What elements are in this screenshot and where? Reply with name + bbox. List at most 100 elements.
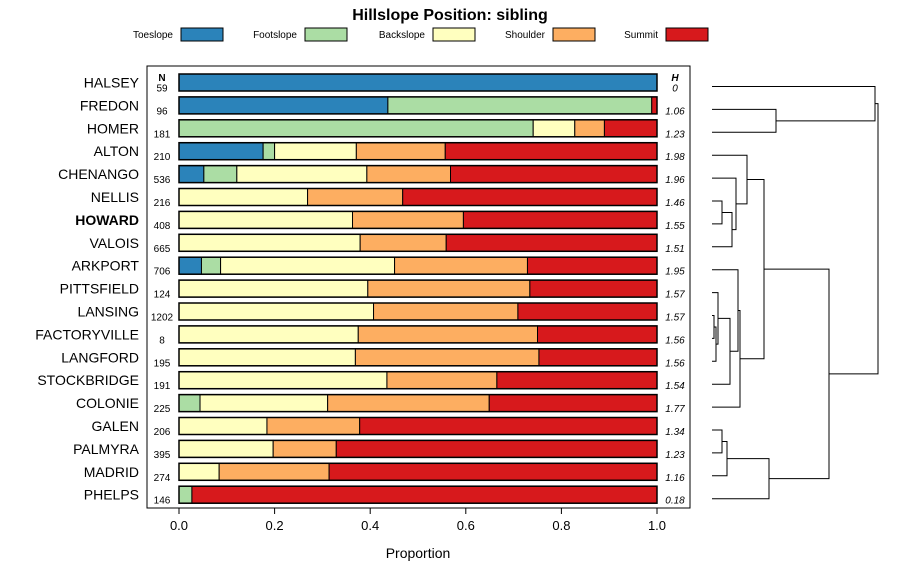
bar-segment (366, 165, 452, 184)
row-label: LANSING (78, 304, 139, 320)
bar-outline (178, 256, 658, 275)
h-value: 1.98 (665, 152, 685, 163)
n-value: 225 (154, 404, 171, 415)
chart-title: Hillslope Position: sibling (352, 7, 548, 24)
h-column-header: H (671, 73, 679, 84)
h-value: 0 (672, 84, 678, 95)
bar-outline (178, 348, 658, 367)
row-label: ALTON (94, 143, 139, 159)
bar-segment (178, 279, 369, 298)
bar-segment (178, 371, 388, 390)
bar-outline (178, 416, 658, 436)
row-label: ARKPORT (72, 258, 140, 274)
bar-segment (327, 394, 490, 413)
n-value: 206 (154, 427, 171, 438)
bar-segment (462, 210, 658, 229)
bar-outline (178, 187, 658, 207)
dendrogram-branch (712, 154, 748, 205)
row-label: HOWARD (75, 212, 139, 228)
bar-segment (357, 325, 538, 344)
n-value: 216 (154, 198, 171, 209)
bar-segment (335, 439, 658, 458)
bar-segment (178, 325, 359, 344)
bar-segment (445, 233, 658, 252)
h-value: 1.57 (665, 290, 685, 301)
dendrogram-branch (712, 86, 876, 122)
h-value: 1.34 (665, 427, 685, 438)
bar-segment (178, 256, 202, 275)
bar-segment (220, 256, 396, 275)
bar-segment (203, 165, 238, 184)
h-value: 1.23 (665, 129, 685, 140)
n-value: 191 (154, 381, 171, 392)
x-tick-label: 0.8 (552, 518, 570, 533)
h-value: 1.46 (665, 198, 685, 209)
bar-outline (178, 302, 658, 321)
row-label: MADRID (84, 464, 139, 480)
row-label: GALEN (92, 418, 139, 434)
bar-segment (236, 165, 368, 184)
bar-outline (178, 485, 658, 504)
bar-segment (488, 394, 658, 413)
dendrogram-branch (712, 292, 719, 345)
n-value: 146 (154, 496, 171, 507)
n-value: 274 (154, 473, 171, 484)
n-value: 59 (156, 84, 168, 95)
bar-segment (603, 119, 658, 138)
bar-outline (178, 370, 658, 390)
n-value: 195 (154, 358, 171, 369)
bar-segment (359, 233, 447, 252)
dendrogram (712, 86, 879, 500)
bar-segment (386, 371, 498, 390)
h-value: 1.23 (665, 450, 685, 461)
bar-segment (191, 485, 658, 504)
n-value: 210 (154, 152, 171, 163)
bar-segment (178, 210, 354, 229)
bar-outline (178, 462, 658, 482)
row-label: LANGFORD (61, 349, 139, 365)
bar-segment (537, 325, 658, 344)
n-value: 665 (154, 244, 171, 255)
bar-segment (517, 302, 658, 321)
dendrogram-branch (712, 200, 723, 225)
bar-segment (200, 256, 222, 275)
bar-segment (266, 417, 361, 435)
h-value: 1.06 (665, 106, 685, 117)
n-value: 408 (154, 221, 171, 232)
bar-segment (178, 119, 534, 138)
legend: Toeslope Footslope Backslope Shoulder Summit (133, 27, 709, 42)
bar-segment (526, 256, 658, 275)
h-value: 1.16 (665, 473, 685, 484)
dendrogram-branch (764, 268, 830, 480)
x-tick-label: 0.0 (170, 518, 188, 533)
dendrogram-branch (829, 103, 879, 375)
bar-outline (178, 73, 658, 92)
bar-segment (218, 462, 330, 481)
bar-segment (373, 302, 519, 321)
legend-swatch (304, 27, 348, 42)
h-value: 1.95 (665, 267, 685, 278)
h-value: 1.56 (665, 358, 685, 369)
n-value: 8 (159, 335, 165, 346)
bar-segment (367, 279, 531, 298)
bar-outline (178, 141, 658, 161)
bar-outline (178, 164, 658, 184)
h-value: 1.57 (665, 313, 685, 324)
rows: HALSEY 59 0 FREDON 96 1.06 HOMER 181 1.23 ALTON 21… (35, 73, 685, 507)
h-value: 1.51 (665, 244, 684, 255)
dendrogram-branch (712, 440, 728, 477)
bar-segment (352, 210, 464, 229)
bar-segment (328, 462, 658, 481)
x-tick-label: 0.6 (457, 518, 475, 533)
row-label: NELLIS (91, 189, 139, 205)
bar-segment (178, 188, 309, 206)
bar-segment (178, 485, 193, 504)
n-value: 96 (156, 106, 168, 117)
legend-swatch (665, 27, 709, 42)
bar-segment (178, 348, 356, 367)
bar-segment (272, 439, 337, 458)
dendrogram-branch (712, 315, 715, 339)
n-value: 1202 (151, 313, 174, 324)
bar-segment (355, 142, 446, 161)
